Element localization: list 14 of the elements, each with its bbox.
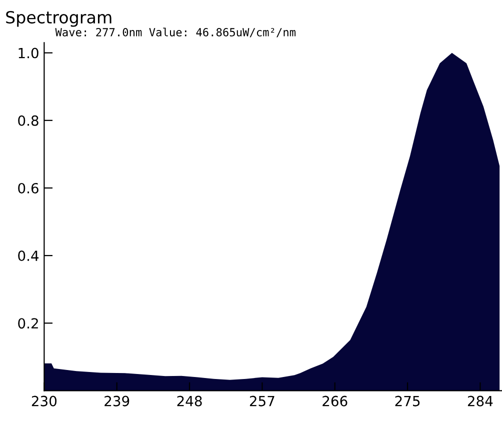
x-tick-label: 230 bbox=[32, 396, 57, 406]
x-tick-label: 284 bbox=[468, 396, 493, 406]
y-tick-label: 0.4 bbox=[18, 250, 39, 262]
y-tick-label: 0.6 bbox=[18, 182, 38, 194]
x-tick-label: 248 bbox=[177, 396, 202, 406]
y-tick-label: 0.8 bbox=[18, 115, 38, 126]
y-tick-label: 0.2 bbox=[18, 318, 38, 329]
chart-subtitle: Wave: 277.0nm Value: 46.865uW/cm²/nm bbox=[55, 28, 296, 38]
y-tick-label: 1.0 bbox=[18, 48, 38, 58]
chart-title: Spectrogram bbox=[6, 10, 112, 27]
x-tick-label: 257 bbox=[250, 396, 274, 406]
x-tick-label: 266 bbox=[322, 396, 348, 406]
x-tick-label: 275 bbox=[395, 396, 420, 406]
x-tick-label: 239 bbox=[104, 396, 130, 406]
